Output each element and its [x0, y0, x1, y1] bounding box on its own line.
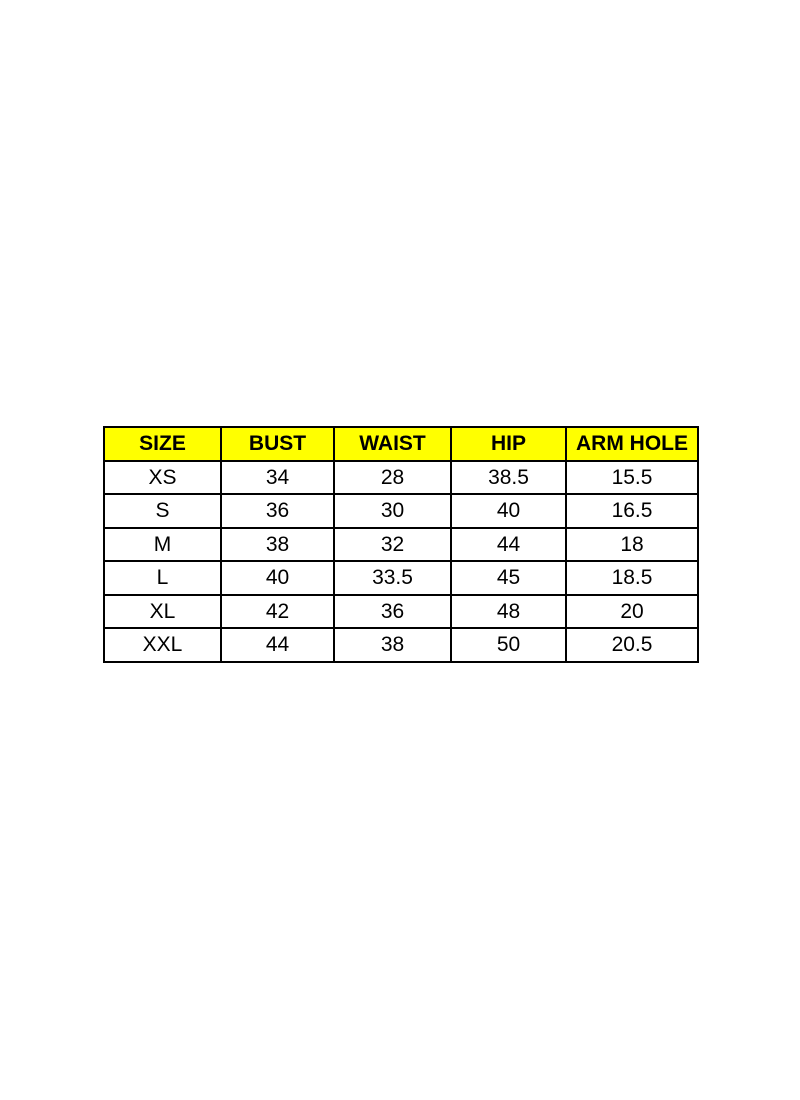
table-row: XL 42 36 48 20 — [103, 593, 699, 629]
measurement-cell: 45 — [450, 560, 567, 596]
size-label-cell: M — [103, 526, 222, 562]
size-chart: SIZE BUST WAIST HIP ARM HOLE XS 34 28 38.5 15.5 S… — [103, 426, 699, 663]
measurement-cell: 44 — [220, 627, 335, 663]
measurement-cell: 40 — [220, 560, 335, 596]
measurement-cell: 36 — [220, 493, 335, 529]
size-label-cell: L — [103, 560, 222, 596]
table-row: M 38 32 44 18 — [103, 526, 699, 562]
column-header: HIP — [450, 426, 567, 462]
size-chart-header: SIZE BUST WAIST HIP ARM HOLE — [103, 426, 699, 462]
size-chart-table: SIZE BUST WAIST HIP ARM HOLE XS 34 28 38.5 15.5 S… — [103, 426, 699, 663]
measurement-cell: 18.5 — [565, 560, 699, 596]
measurement-cell: 32 — [333, 526, 452, 562]
column-header: ARM HOLE — [565, 426, 699, 462]
measurement-cell: 33.5 — [333, 560, 452, 596]
measurement-cell: 44 — [450, 526, 567, 562]
measurement-cell: 34 — [220, 459, 335, 495]
header-row: SIZE BUST WAIST HIP ARM HOLE — [103, 426, 699, 462]
column-header: SIZE — [103, 426, 222, 462]
measurement-cell: 20.5 — [565, 627, 699, 663]
measurement-cell: 16.5 — [565, 493, 699, 529]
measurement-cell: 38.5 — [450, 459, 567, 495]
measurement-cell: 42 — [220, 593, 335, 629]
table-row: L 40 33.5 45 18.5 — [103, 560, 699, 596]
size-label-cell: XL — [103, 593, 222, 629]
measurement-cell: 50 — [450, 627, 567, 663]
table-row: S 36 30 40 16.5 — [103, 493, 699, 529]
table-row: XS 34 28 38.5 15.5 — [103, 459, 699, 495]
measurement-cell: 40 — [450, 493, 567, 529]
column-header: WAIST — [333, 426, 452, 462]
measurement-cell: 28 — [333, 459, 452, 495]
measurement-cell: 38 — [333, 627, 452, 663]
measurement-cell: 48 — [450, 593, 567, 629]
measurement-cell: 18 — [565, 526, 699, 562]
size-label-cell: XS — [103, 459, 222, 495]
size-chart-body: XS 34 28 38.5 15.5 S 36 30 40 16.5 M 38 32 44 18 L 40 33.… — [103, 459, 699, 663]
size-label-cell: XXL — [103, 627, 222, 663]
column-header: BUST — [220, 426, 335, 462]
measurement-cell: 36 — [333, 593, 452, 629]
measurement-cell: 30 — [333, 493, 452, 529]
table-row: XXL 44 38 50 20.5 — [103, 627, 699, 663]
measurement-cell: 15.5 — [565, 459, 699, 495]
measurement-cell: 38 — [220, 526, 335, 562]
size-label-cell: S — [103, 493, 222, 529]
measurement-cell: 20 — [565, 593, 699, 629]
